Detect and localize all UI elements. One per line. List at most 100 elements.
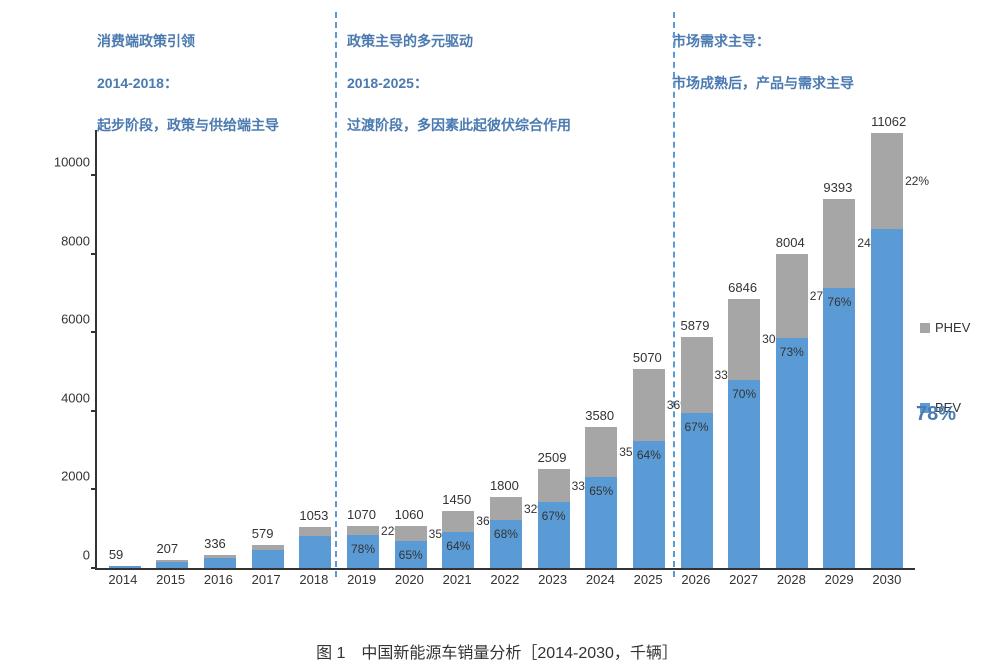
x-axis-label: 2028 xyxy=(769,572,813,592)
annotation-phase-2: 政策主导的多元驱动 2018-2025： 过渡阶段，多因素此起彼伏综合作用 xyxy=(347,10,672,120)
plot-area: 592073365791053107022%78%106035%65%14503… xyxy=(95,130,915,570)
bev-pct-label: 65% xyxy=(399,549,423,561)
bar-stack: 24%76% xyxy=(823,199,855,568)
bev-pct-label: 64% xyxy=(446,540,470,552)
phase-annotations: 消费端政策引领 2014-2018： 起步阶段，政策与供给端主导 政策主导的多元… xyxy=(97,10,917,120)
y-tick-label: 0 xyxy=(40,548,90,563)
bev-pct-label: 78% xyxy=(351,543,375,555)
x-axis-label: 2024 xyxy=(578,572,622,592)
annotation-2-period: 2018-2025： xyxy=(347,75,428,91)
phev-pct-label: 22% xyxy=(905,175,929,187)
bar-stack xyxy=(156,560,188,568)
bar-total-label: 59 xyxy=(109,547,123,562)
bar-segment-phev: 32% xyxy=(490,497,522,520)
x-axis-label: 2023 xyxy=(531,572,575,592)
bar-group: 939324%76% xyxy=(817,199,861,568)
bar-segment-phev: 22% xyxy=(871,133,903,229)
bar-total-label: 9393 xyxy=(823,180,852,195)
bar-segment-bev xyxy=(109,566,141,568)
bar-stack: 35% 65% xyxy=(395,526,427,568)
bar-group: 106035%65% xyxy=(389,526,433,568)
bev-pct-label: 70% xyxy=(732,388,756,400)
legend-item-phev: PHEV xyxy=(920,320,994,335)
bar-total-label: 207 xyxy=(156,541,178,556)
bev-pct-label: 64% xyxy=(637,449,661,461)
bar-segment-bev xyxy=(252,550,284,568)
y-tick-label: 4000 xyxy=(40,390,90,405)
x-axis-label: 2026 xyxy=(674,572,718,592)
bar-group: 587933%67% xyxy=(675,337,719,568)
bev-pct-label: 68% xyxy=(494,528,518,540)
annotation-phase-1: 消费端政策引领 2014-2018： 起步阶段，政策与供给端主导 xyxy=(97,10,347,120)
bar-group: 800427%73% xyxy=(770,254,814,568)
bar-total-label: 336 xyxy=(204,536,226,551)
bar-segment-phev xyxy=(299,527,331,536)
bar-total-label: 3580 xyxy=(585,408,614,423)
bar-stack: 36%64% xyxy=(442,511,474,568)
bar-segment-bev: 68% xyxy=(490,520,522,568)
x-axis-label: 2025 xyxy=(626,572,670,592)
bar-segment-bev: 78% xyxy=(347,535,379,568)
y-axis: 0200040006000800010000 xyxy=(40,130,95,570)
x-axis-label: 2019 xyxy=(340,572,384,592)
bar-segment-bev: 64% xyxy=(442,532,474,568)
y-tick-label: 2000 xyxy=(40,469,90,484)
x-axis-label: 2015 xyxy=(149,572,193,592)
chart-container: 消费端政策引领 2014-2018： 起步阶段，政策与供给端主导 政策主导的多元… xyxy=(40,10,960,610)
bar-segment-bev xyxy=(156,562,188,568)
annotation-phase-3: 市场需求主导： 市场成熟后，产品与需求主导 xyxy=(672,10,917,120)
bar-total-label: 6846 xyxy=(728,280,757,295)
x-axis-label: 2021 xyxy=(435,572,479,592)
annotation-3-desc: 市场成熟后，产品与需求主导 xyxy=(672,75,854,91)
bar-total-label: 1053 xyxy=(299,508,328,523)
x-axis-label: 2018 xyxy=(292,572,336,592)
bar-stack: 22% xyxy=(871,133,903,568)
bar-group: 207 xyxy=(150,560,194,568)
bar-stack xyxy=(204,555,236,568)
bar-segment-phev: 24% xyxy=(823,199,855,288)
bar-group: 684630%70% xyxy=(722,299,766,568)
bar-group: 358035%65% xyxy=(579,427,623,568)
bar-group: 59 xyxy=(103,566,147,568)
x-axis-label: 2014 xyxy=(101,572,145,592)
bar-stack: 33%67% xyxy=(538,469,570,568)
bar-stack: 33%67% xyxy=(681,337,713,568)
bar-total-label: 579 xyxy=(252,526,274,541)
bar-total-label: 8004 xyxy=(776,235,805,250)
bar-segment-phev: 35% xyxy=(395,526,427,541)
x-axis-label: 2017 xyxy=(244,572,288,592)
bar-segment-bev xyxy=(299,536,331,568)
x-axis-label: 2022 xyxy=(483,572,527,592)
bar-segment-phev: 36% xyxy=(633,369,665,441)
annotation-1-period: 2014-2018： xyxy=(97,75,178,91)
bar-stack: 27%73% xyxy=(776,254,808,568)
y-tick-label: 8000 xyxy=(40,233,90,248)
bar-stack xyxy=(252,545,284,568)
bar-group: 507036%64% xyxy=(627,369,671,568)
bar-total-label: 11062 xyxy=(871,114,906,129)
bar-stack: 30%70% xyxy=(728,299,760,568)
bar-stack: 22% 78% xyxy=(347,526,379,568)
bar-segment-bev: 76% xyxy=(823,288,855,568)
bar-group: 107022%78% xyxy=(341,526,385,568)
bar-group: 336 xyxy=(198,555,242,568)
bar-segment-bev xyxy=(871,229,903,568)
annotation-2-title: 政策主导的多元驱动 xyxy=(347,33,473,49)
bars-group: 592073365791053107022%78%106035%65%14503… xyxy=(97,130,915,568)
bar-stack xyxy=(109,566,141,568)
bar-total-label: 2509 xyxy=(538,450,567,465)
big-pct-78: 78% xyxy=(916,403,956,426)
bar-stack: 32% 68% xyxy=(490,497,522,568)
y-tick-label: 10000 xyxy=(40,155,90,170)
bar-group: 250933%67% xyxy=(532,469,576,568)
bar-segment-bev: 67% xyxy=(681,413,713,568)
x-axis-label: 2029 xyxy=(817,572,861,592)
annotation-1-title: 消费端政策引领 xyxy=(97,33,195,49)
bar-segment-bev: 67% xyxy=(538,502,570,568)
bar-stack: 35%65% xyxy=(585,427,617,568)
bar-total-label: 1070 xyxy=(347,507,376,522)
bar-segment-phev: 22% xyxy=(347,526,379,535)
bar-group: 1053 xyxy=(293,527,337,568)
bar-group: 579 xyxy=(246,545,290,568)
bar-stack: 36% 64% xyxy=(633,369,665,568)
